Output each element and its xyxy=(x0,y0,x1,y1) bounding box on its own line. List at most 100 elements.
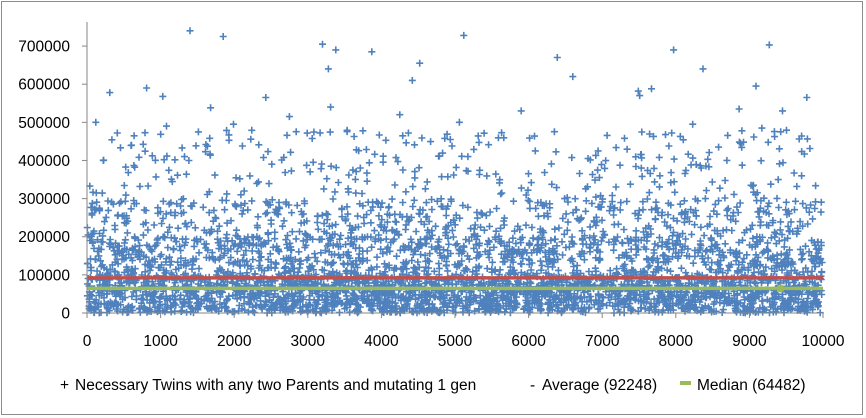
scatter-point xyxy=(450,293,458,301)
scatter-point xyxy=(351,293,359,301)
scatter-point xyxy=(297,208,305,215)
scatter-point xyxy=(329,290,336,298)
scatter-point xyxy=(632,163,640,170)
scatter-point xyxy=(356,164,364,172)
scatter-point xyxy=(650,268,658,276)
scatter-point xyxy=(640,299,648,307)
scatter-point xyxy=(130,200,138,208)
scatter-point xyxy=(638,172,646,180)
scatter-point xyxy=(422,257,430,265)
scatter-point xyxy=(704,155,712,163)
scatter-point xyxy=(594,166,602,174)
scatter-point xyxy=(455,250,463,257)
scatter-point xyxy=(544,298,552,306)
scatter-point xyxy=(313,280,321,288)
scatter-point xyxy=(681,291,689,299)
scatter-point xyxy=(724,205,732,213)
scatter-point xyxy=(803,135,811,143)
scatter-point xyxy=(113,129,121,137)
scatter-point xyxy=(102,213,110,221)
scatter-point xyxy=(536,305,544,313)
scatter-point xyxy=(656,234,663,242)
scatter-point xyxy=(764,246,772,254)
scatter-point xyxy=(705,149,713,156)
scatter-point xyxy=(401,246,409,254)
scatter-point xyxy=(569,306,577,314)
scatter-point xyxy=(793,230,801,238)
scatter-point xyxy=(640,228,647,236)
scatter-point xyxy=(220,252,228,259)
scatter-point xyxy=(733,253,741,261)
scatter-point xyxy=(748,303,756,311)
scatter-point xyxy=(466,289,473,296)
scatter-point xyxy=(409,308,417,316)
scatter-point xyxy=(214,235,221,243)
scatter-point xyxy=(796,245,804,253)
scatter-point xyxy=(256,234,263,242)
scatter-point xyxy=(442,261,450,269)
scatter-point xyxy=(602,157,610,165)
scatter-point xyxy=(161,308,169,316)
scatter-point xyxy=(223,126,231,134)
scatter-point xyxy=(182,257,189,264)
scatter-point xyxy=(124,265,132,273)
scatter-point xyxy=(663,266,671,274)
scatter-point xyxy=(476,292,484,300)
scatter-point xyxy=(716,184,724,192)
scatter-point xyxy=(486,298,494,306)
scatter-point xyxy=(678,246,685,254)
scatter-point xyxy=(139,231,147,239)
scatter-point xyxy=(760,194,768,202)
scatter-point xyxy=(641,305,649,313)
x-tick-label: 0 xyxy=(83,333,92,350)
scatter-point xyxy=(397,279,405,287)
scatter-point xyxy=(121,236,129,244)
scatter-point xyxy=(214,227,221,235)
scatter-point xyxy=(585,293,593,301)
scatter-point xyxy=(360,219,368,227)
scatter-point xyxy=(285,290,293,298)
scatter-point xyxy=(302,230,310,238)
scatter-point xyxy=(458,152,466,160)
scatter-point xyxy=(815,245,823,253)
scatter-point xyxy=(592,222,600,229)
scatter-point xyxy=(779,294,787,302)
scatter-point xyxy=(148,247,156,255)
scatter-point xyxy=(616,206,624,214)
scatter-point xyxy=(151,303,159,311)
scatter-point xyxy=(223,190,231,198)
scatter-point xyxy=(736,199,744,207)
scatter-point xyxy=(483,172,491,180)
scatter-point xyxy=(343,128,351,136)
scatter-point xyxy=(753,189,761,197)
scatter-point xyxy=(162,292,170,300)
scatter-point xyxy=(279,222,286,230)
scatter-point xyxy=(587,297,595,304)
scatter-point xyxy=(375,131,383,139)
scatter-point xyxy=(426,304,433,312)
scatter-point xyxy=(290,296,298,304)
scatter-point xyxy=(765,199,773,207)
scatter-point xyxy=(786,246,793,254)
scatter-point xyxy=(591,176,599,184)
scatter-point xyxy=(262,94,270,101)
scatter-point xyxy=(167,175,175,183)
scatter-point xyxy=(802,204,810,212)
scatter-point xyxy=(303,256,311,264)
scatter-point xyxy=(727,261,735,269)
scatter-point xyxy=(179,195,187,203)
scatter-point xyxy=(371,291,379,299)
scatter-point xyxy=(470,244,478,252)
scatter-point xyxy=(793,269,801,277)
scatter-point xyxy=(517,107,525,115)
scatter-point xyxy=(236,241,244,249)
scatter-point xyxy=(689,259,697,267)
scatter-point xyxy=(634,215,642,222)
scatter-point xyxy=(296,228,303,236)
scatter-point xyxy=(104,197,112,205)
scatter-point xyxy=(262,298,270,306)
scatter-point xyxy=(260,267,268,275)
plot-area xyxy=(83,27,826,317)
scatter-point xyxy=(460,31,468,39)
scatter-point xyxy=(399,199,407,206)
